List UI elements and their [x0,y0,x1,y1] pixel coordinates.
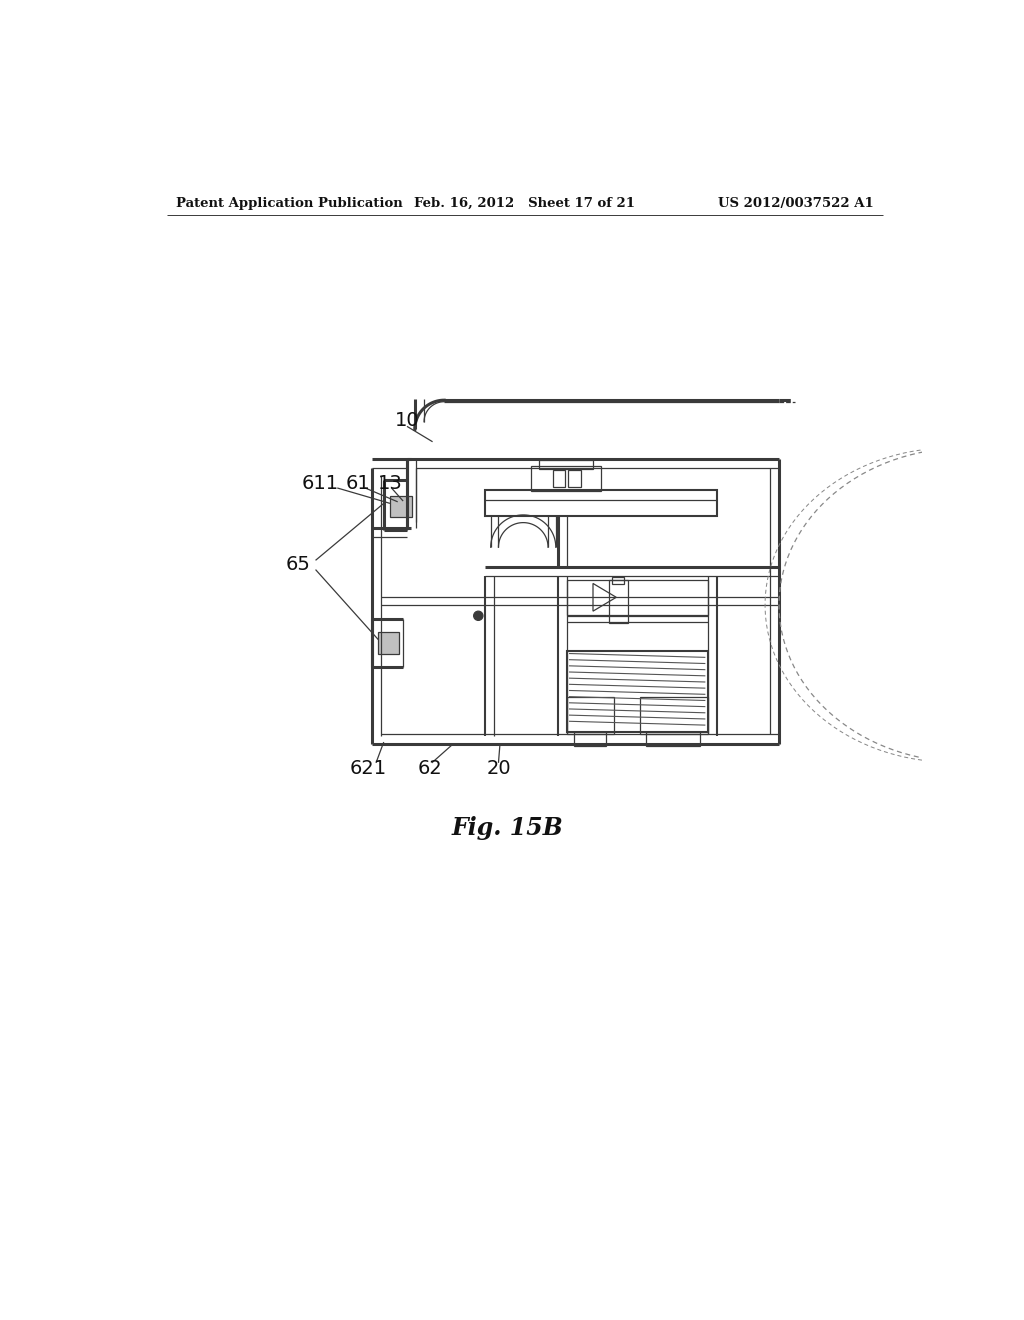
Text: 10: 10 [394,411,419,430]
Text: Patent Application Publication: Patent Application Publication [176,197,402,210]
Text: 62: 62 [418,759,442,777]
Bar [567,697,614,734]
Bar [484,490,717,516]
Text: 65: 65 [286,556,311,574]
Text: 20: 20 [486,759,511,777]
Text: 13: 13 [378,474,402,492]
Bar [573,733,606,746]
Text: 611: 611 [302,474,339,492]
Text: Fig. 15B: Fig. 15B [452,816,563,841]
Text: 621: 621 [349,759,387,777]
Bar [568,470,581,487]
Bar [539,461,593,470]
Bar [612,577,624,585]
Bar [567,581,708,615]
Circle shape [474,611,483,620]
Text: 61: 61 [346,474,371,492]
Bar [640,697,708,734]
Bar [567,651,708,733]
Bar [390,496,412,517]
Bar [646,733,700,746]
Bar [378,632,399,653]
Text: US 2012/0037522 A1: US 2012/0037522 A1 [718,197,873,210]
Text: Feb. 16, 2012   Sheet 17 of 21: Feb. 16, 2012 Sheet 17 of 21 [415,197,635,210]
Bar [553,470,565,487]
Bar [531,466,601,491]
Bar [608,581,628,623]
